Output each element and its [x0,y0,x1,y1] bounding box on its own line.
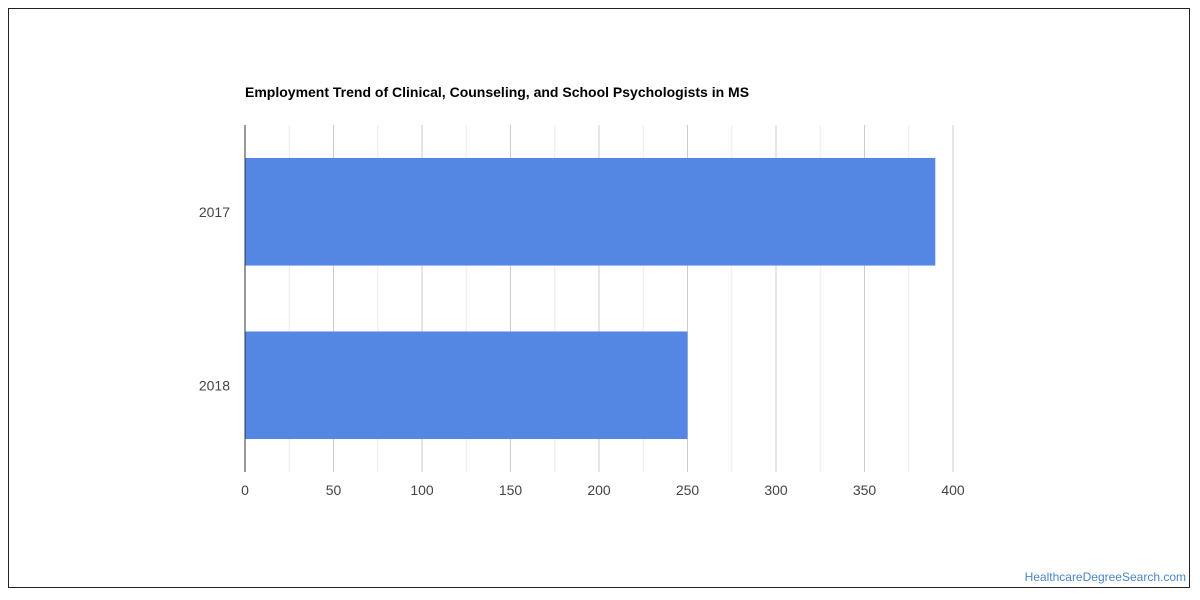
x-tick-label: 250 [676,482,700,498]
chart-title: Employment Trend of Clinical, Counseling… [245,84,750,100]
bars [245,157,936,440]
bar-2017[interactable] [245,157,936,266]
y-tick-label: 2018 [199,377,230,393]
tick-labels: 2017 2018 0 50 100 150 200 250 300 350 400 [199,204,965,498]
x-tick-label: 200 [587,482,611,498]
x-tick-label: 400 [941,482,965,498]
x-tick-label: 350 [853,482,877,498]
x-tick-label: 50 [326,482,342,498]
bar-2018[interactable] [245,331,688,440]
watermark-link[interactable]: HealthcareDegreeSearch.com [1024,570,1186,584]
x-tick-label: 0 [241,482,249,498]
x-tick-label: 100 [410,482,434,498]
x-tick-label: 300 [764,482,788,498]
y-tick-label: 2017 [199,204,230,220]
x-tick-label: 150 [499,482,523,498]
